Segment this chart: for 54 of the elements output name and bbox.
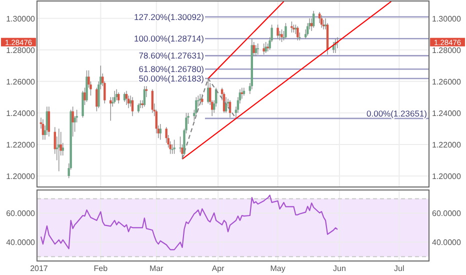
ref-line-label: 100.00%(1.28714) [134, 34, 204, 44]
candlestick [173, 139, 176, 154]
y2-tick-label: 1.20000 [432, 172, 462, 181]
candlestick [131, 96, 134, 116]
line-series [40, 194, 338, 250]
y2-tick-label: 1.22000 [432, 140, 462, 150]
y-tick-label: 60.0000 [6, 209, 36, 218]
y-tick-label: 1.30000 [6, 14, 36, 24]
candlestick [165, 126, 168, 144]
x-tick-label: Apr [212, 264, 225, 273]
candlestick [86, 70, 88, 102]
y2-tick-label: 60.0000 [432, 209, 462, 218]
candlestick [179, 136, 182, 153]
y2-tick-label: 1.30000 [432, 14, 462, 24]
candlestick [46, 106, 48, 136]
x-tick-label: May [270, 264, 286, 273]
y-tick-label: 1.28000 [6, 46, 36, 55]
candlestick [114, 90, 116, 104]
y-tick-label: 1.24000 [6, 108, 36, 118]
candlestick [306, 22, 309, 36]
candlestick [296, 26, 299, 41]
candlestick [280, 29, 283, 42]
ref-line-label: 127.20%(1.30092) [134, 12, 204, 22]
ref-line-label: 50.00%(1.26183) [138, 74, 204, 84]
ref-line-label: 0.00%(1.23651) [366, 108, 428, 118]
y2-tick-label: 40.0000 [432, 238, 462, 248]
ref-line-label: 78.60%(1.27631) [138, 50, 204, 61]
y-tick-label: 1.22000 [6, 140, 36, 150]
x-tick-label: 2017 [30, 264, 48, 273]
candlestick [159, 124, 162, 140]
candlestick [137, 103, 140, 114]
candlestick [312, 10, 315, 28]
x-tick-label: Jul [394, 264, 404, 273]
candlestick [117, 92, 120, 104]
y-tick-label: 40.0000 [6, 238, 36, 248]
candlestick [82, 90, 84, 118]
candlestick [48, 106, 50, 137]
candlestick [151, 88, 154, 114]
y-tick-label: 1.26000 [6, 77, 36, 86]
y2-tick-label: 1.24000 [432, 108, 462, 118]
ref-line-label: 61.80%(1.26780) [138, 64, 204, 74]
x-tick-label: Jun [333, 264, 346, 273]
candlestick [290, 21, 293, 33]
candlestick [127, 95, 130, 109]
candlestick [123, 92, 126, 102]
candlestick [264, 42, 267, 54]
candlestick [42, 118, 44, 140]
x-tick-label: Mar [150, 264, 164, 273]
y-tick-label: 1.20000 [6, 172, 36, 181]
candlestick [276, 24, 279, 40]
y2-tick-label: 1.26000 [432, 77, 462, 86]
candlestick [284, 22, 287, 40]
y2-tick-label: 1.28000 [432, 46, 462, 55]
x-tick-label: Feb [94, 264, 108, 273]
